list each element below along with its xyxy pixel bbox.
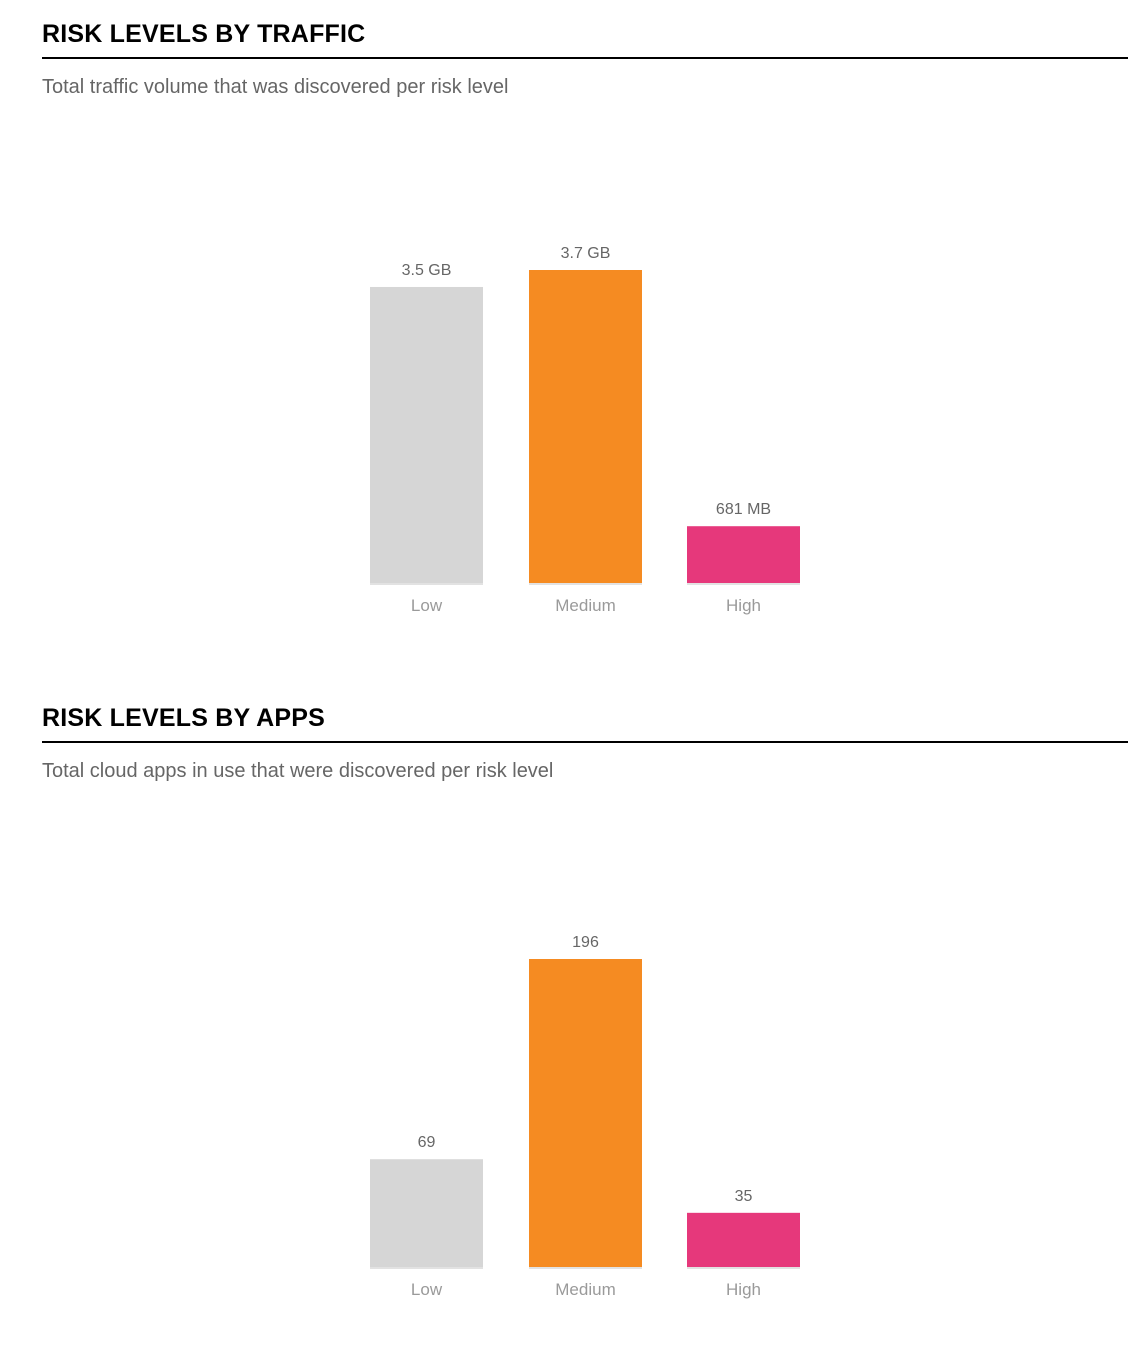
- apps-section-divider: [42, 741, 1128, 743]
- apps-value-label-high: 35: [735, 1188, 753, 1205]
- traffic-bar-medium: [529, 270, 642, 584]
- apps-value-label-medium: 196: [572, 934, 599, 951]
- traffic-bar-baseline-low: [370, 583, 483, 585]
- traffic-section-divider: [42, 57, 1128, 59]
- apps-bar-baseline-low: [370, 1267, 483, 1269]
- traffic-value-label-low: 3.5 GB: [402, 262, 452, 279]
- apps-bar-baseline-high: [687, 1267, 800, 1269]
- traffic-bar-baseline-medium: [529, 583, 642, 585]
- apps-section-title: RISK LEVELS BY APPS: [42, 704, 326, 732]
- apps-category-label-low: Low: [411, 1280, 443, 1299]
- traffic-section-title: RISK LEVELS BY TRAFFIC: [42, 20, 366, 48]
- traffic-value-label-medium: 3.7 GB: [561, 245, 611, 262]
- apps-bar-high: [687, 1212, 800, 1268]
- apps-value-label-low: 69: [418, 1134, 436, 1151]
- traffic-bar-high: [687, 526, 800, 584]
- traffic-section: RISK LEVELS BY TRAFFIC Total traffic vol…: [42, 20, 1128, 640]
- apps-section: RISK LEVELS BY APPS Total cloud apps in …: [42, 704, 1128, 1324]
- traffic-section-subtitle: Total traffic volume that was discovered…: [42, 76, 509, 98]
- traffic-bar-baseline-high: [687, 583, 800, 585]
- traffic-category-label-medium: Medium: [555, 596, 615, 615]
- traffic-category-label-low: Low: [411, 596, 443, 615]
- traffic-bar-low: [370, 286, 483, 584]
- traffic-bar-chart: 3.5 GB Low 3.7 GB Medium 681 MB High: [370, 245, 800, 615]
- apps-bar-low: [370, 1159, 483, 1268]
- apps-bar-medium: [529, 959, 642, 1268]
- apps-category-label-medium: Medium: [555, 1280, 615, 1299]
- apps-section-subtitle: Total cloud apps in use that were discov…: [42, 760, 554, 782]
- traffic-value-label-high: 681 MB: [716, 501, 771, 518]
- traffic-category-label-high: High: [726, 596, 761, 615]
- apps-category-label-high: High: [726, 1280, 761, 1299]
- apps-bar-baseline-medium: [529, 1267, 642, 1269]
